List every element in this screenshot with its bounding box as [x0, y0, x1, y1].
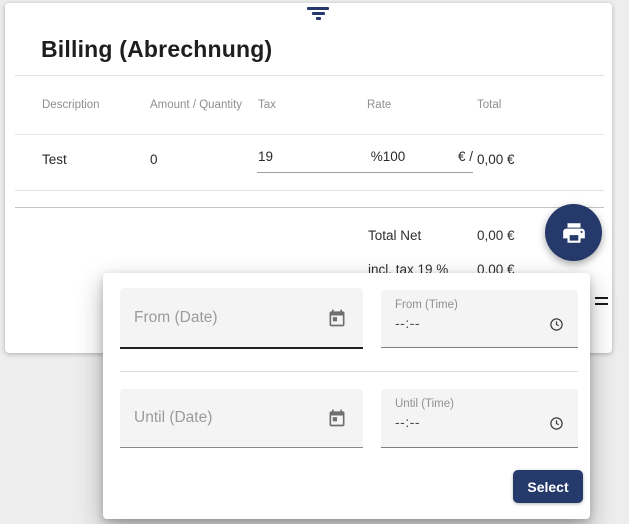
- clock-icon[interactable]: [549, 416, 564, 431]
- divider: [15, 190, 604, 191]
- column-header-total: Total: [477, 99, 502, 111]
- divider: [15, 134, 604, 135]
- from-date-input[interactable]: [120, 308, 327, 327]
- date-range-dialog: From (Time) --:-- Until (Time) --:--: [103, 273, 590, 519]
- page-title: Billing (Abrechnung): [41, 36, 273, 62]
- until-time-field[interactable]: Until (Time) --:--: [381, 389, 578, 448]
- until-time-value[interactable]: --:--: [395, 414, 421, 430]
- until-time-label: Until (Time): [395, 398, 454, 410]
- row-total: 0,00 €: [477, 152, 515, 167]
- rate-value[interactable]: %100: [370, 149, 406, 164]
- print-button[interactable]: [545, 204, 602, 261]
- until-date-input[interactable]: [120, 409, 327, 427]
- row-description: Test: [42, 152, 67, 167]
- row-amount: 0: [150, 152, 158, 167]
- calendar-icon[interactable]: [327, 408, 347, 428]
- divider: [15, 207, 604, 208]
- select-button[interactable]: Select: [513, 470, 583, 503]
- divider: [15, 75, 604, 76]
- column-header-tax: Tax: [258, 99, 276, 111]
- total-net-value: 0,00 €: [477, 228, 515, 243]
- calendar-icon[interactable]: [327, 308, 347, 328]
- tax-rate-field[interactable]: %100 € /: [257, 147, 473, 173]
- from-date-field[interactable]: [120, 288, 363, 349]
- from-time-value[interactable]: --:--: [395, 315, 421, 331]
- column-header-rate: Rate: [367, 99, 392, 111]
- clock-icon[interactable]: [549, 317, 564, 332]
- until-date-field[interactable]: [120, 389, 363, 448]
- column-header-description: Description: [42, 99, 100, 111]
- printer-icon: [561, 220, 587, 246]
- column-header-amount-quantity: Amount / Quantity: [150, 99, 243, 111]
- dialog-divider: [120, 371, 578, 372]
- from-time-field[interactable]: From (Time) --:--: [381, 290, 578, 348]
- filter-list-icon[interactable]: [305, 7, 331, 23]
- equals-icon[interactable]: [595, 297, 608, 306]
- tax-input[interactable]: [257, 147, 318, 164]
- from-time-label: From (Time): [395, 299, 458, 311]
- rate-unit[interactable]: € /: [457, 149, 473, 164]
- total-net-label: Total Net: [368, 228, 422, 243]
